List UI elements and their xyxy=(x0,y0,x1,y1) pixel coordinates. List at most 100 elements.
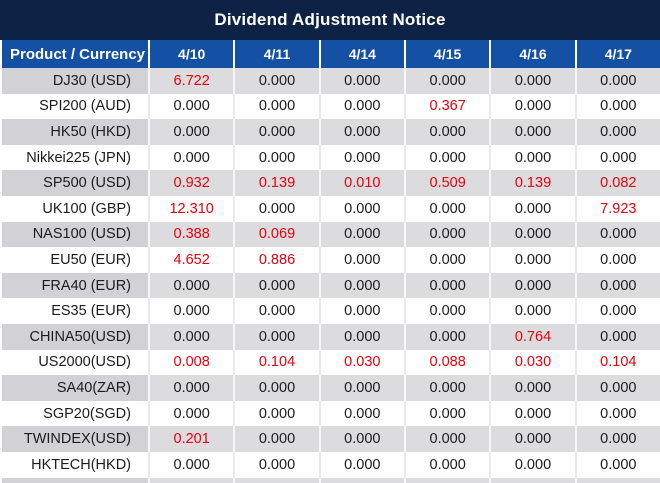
table-row: HK50 (HKD) 0.000 0.000 0.000 0.000 0.000 0.000 xyxy=(2,119,660,145)
value-cell: 0.000 xyxy=(574,451,660,478)
value-cell: 0.000 xyxy=(318,400,404,427)
value-cell: 0.000 xyxy=(148,272,234,299)
value-cell: 0.000 xyxy=(404,298,490,324)
value-cell: 0.000 xyxy=(489,272,575,299)
value-cell: 0.000 xyxy=(148,400,234,427)
value-cell: 0.388 xyxy=(148,221,234,248)
value-cell: 0.367 xyxy=(404,93,490,120)
value-cell: 0.000 xyxy=(489,247,575,273)
product-label: ES35 (EUR) xyxy=(2,298,148,324)
value-cell: 0.008 xyxy=(148,349,234,376)
product-label: FRA40 (EUR) xyxy=(2,272,148,299)
value-cell: 0.000 xyxy=(318,375,404,401)
product-label: DJ30 (USD) xyxy=(2,68,148,94)
value-cell: 0.764 xyxy=(489,323,575,350)
table-row: Nikkei225 (JPN) 0.000 0.000 0.000 0.000 0.000… xyxy=(2,144,660,171)
value-cell: 0.000 xyxy=(148,144,234,171)
value-cell: 0.000 xyxy=(574,247,660,273)
table-row: EU50 (EUR) 4.652 0.886 0.000 0.000 0.000 0.000 xyxy=(2,247,660,273)
value-cell: 0.000 xyxy=(233,375,319,401)
table-row: NAS100 (USD) 0.388 0.069 0.000 0.000 0.000 0.0… xyxy=(2,221,660,248)
partial-value-cell xyxy=(489,477,575,483)
value-cell: 12.310 xyxy=(148,195,234,222)
value-cell: 0.139 xyxy=(233,170,319,196)
value-cell: 0.000 xyxy=(489,195,575,222)
value-cell: 0.000 xyxy=(489,93,575,120)
table-row: SP500 (USD) 0.932 0.139 0.010 0.509 0.139 0.08… xyxy=(2,170,660,196)
page-title: Dividend Adjustment Notice xyxy=(214,10,446,29)
value-cell: 0.000 xyxy=(404,375,490,401)
value-cell: 0.000 xyxy=(318,272,404,299)
value-cell: 0.000 xyxy=(233,272,319,299)
product-label: US2000(USD) xyxy=(2,349,148,376)
value-cell: 0.030 xyxy=(489,349,575,376)
value-cell: 0.932 xyxy=(148,170,234,196)
header-date: 4/11 xyxy=(233,40,319,68)
product-label: HK50 (HKD) xyxy=(2,119,148,145)
value-cell: 0.000 xyxy=(404,400,490,427)
table-row: DJ30 (USD) 6.722 0.000 0.000 0.000 0.000 0.000 xyxy=(2,68,660,94)
value-cell: 0.000 xyxy=(404,426,490,452)
value-cell: 0.088 xyxy=(404,349,490,376)
value-cell: 0.201 xyxy=(148,426,234,452)
partial-value-cell xyxy=(574,477,660,483)
value-cell: 0.000 xyxy=(489,298,575,324)
value-cell: 0.000 xyxy=(318,195,404,222)
value-cell: 0.000 xyxy=(318,221,404,248)
partial-next-row xyxy=(2,477,660,483)
partial-value-cell xyxy=(404,477,490,483)
partial-value-cell xyxy=(233,477,319,483)
product-label: SPI200 (AUD) xyxy=(2,93,148,120)
value-cell: 0.082 xyxy=(574,170,660,196)
partial-value-cell xyxy=(148,477,234,483)
product-label: SP500 (USD) xyxy=(2,170,148,196)
product-label: NAS100 (USD) xyxy=(2,221,148,248)
product-label: Nikkei225 (JPN) xyxy=(2,144,148,171)
value-cell: 0.000 xyxy=(404,323,490,350)
value-cell: 0.000 xyxy=(233,426,319,452)
value-cell: 0.000 xyxy=(233,144,319,171)
title-bar: Dividend Adjustment Notice xyxy=(0,0,660,40)
value-cell: 0.030 xyxy=(318,349,404,376)
table-row: SGP20(SGD) 0.000 0.000 0.000 0.000 0.000 0.000 xyxy=(2,400,660,427)
header-date: 4/17 xyxy=(574,40,660,68)
value-cell: 0.000 xyxy=(233,195,319,222)
value-cell: 0.000 xyxy=(318,68,404,94)
value-cell: 0.000 xyxy=(404,247,490,273)
value-cell: 0.000 xyxy=(489,400,575,427)
value-cell: 0.000 xyxy=(574,298,660,324)
product-label: TWINDEX(USD) xyxy=(2,426,148,452)
value-cell: 0.000 xyxy=(404,451,490,478)
product-label: EU50 (EUR) xyxy=(2,247,148,273)
value-cell: 0.000 xyxy=(574,400,660,427)
value-cell: 0.000 xyxy=(489,68,575,94)
value-cell: 0.000 xyxy=(148,93,234,120)
table-row: FRA40 (EUR) 0.000 0.000 0.000 0.000 0.000 0.00… xyxy=(2,272,660,299)
table-row: HKTECH(HKD) 0.000 0.000 0.000 0.000 0.000 0.00… xyxy=(2,451,660,478)
value-cell: 0.000 xyxy=(318,144,404,171)
value-cell: 0.000 xyxy=(148,375,234,401)
value-cell: 0.000 xyxy=(574,68,660,94)
header-date: 4/14 xyxy=(318,40,404,68)
value-cell: 0.000 xyxy=(318,93,404,120)
table-row: ES35 (EUR) 0.000 0.000 0.000 0.000 0.000 0.000 xyxy=(2,298,660,324)
table-header-row: Product / Currency 4/10 4/11 4/14 4/15 4/16 4/… xyxy=(2,40,660,68)
table-body: DJ30 (USD) 6.722 0.000 0.000 0.000 0.000 0.000… xyxy=(2,68,660,478)
value-cell: 6.722 xyxy=(148,68,234,94)
partial-value-cell xyxy=(318,477,404,483)
value-cell: 0.000 xyxy=(233,119,319,145)
dividend-table: Product / Currency 4/10 4/11 4/14 4/15 4/16 4/… xyxy=(0,40,660,483)
header-product-currency: Product / Currency xyxy=(2,40,148,68)
value-cell: 0.000 xyxy=(404,68,490,94)
value-cell: 0.000 xyxy=(233,323,319,350)
value-cell: 0.104 xyxy=(574,349,660,376)
value-cell: 0.000 xyxy=(318,119,404,145)
value-cell: 0.000 xyxy=(489,221,575,248)
product-label: HKTECH(HKD) xyxy=(2,451,148,478)
value-cell: 0.000 xyxy=(148,323,234,350)
value-cell: 0.000 xyxy=(574,272,660,299)
value-cell: 0.000 xyxy=(318,451,404,478)
value-cell: 0.000 xyxy=(404,195,490,222)
product-label: SGP20(SGD) xyxy=(2,400,148,427)
value-cell: 0.000 xyxy=(318,298,404,324)
